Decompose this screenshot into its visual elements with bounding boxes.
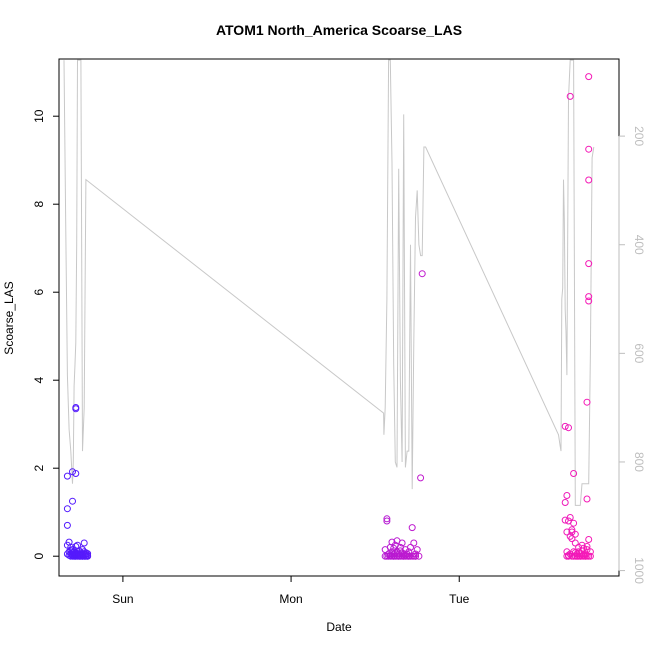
data-point — [575, 548, 583, 556]
data-point — [566, 92, 574, 100]
y-axis: 0 2 4 6 8 10 — [32, 109, 59, 560]
y-axis-label: Scoarse_LAS — [2, 281, 16, 354]
data-point — [586, 548, 594, 556]
data-point — [568, 535, 576, 543]
data-point — [568, 526, 576, 534]
data-point — [585, 145, 593, 153]
data-point — [77, 552, 85, 560]
data-point — [84, 550, 92, 558]
y-tick-label: 2 — [32, 465, 46, 472]
data-point — [571, 539, 579, 547]
x-tick-label: Mon — [279, 592, 302, 606]
data-point — [407, 543, 414, 551]
data-point — [84, 552, 92, 560]
plot-frame — [58, 58, 620, 577]
data-point — [72, 470, 80, 477]
data-point — [405, 548, 413, 556]
data-point — [583, 398, 591, 406]
data-point — [63, 505, 71, 513]
data-point — [565, 424, 572, 432]
data-point — [69, 497, 76, 505]
data-point — [418, 270, 426, 278]
data-point — [585, 176, 593, 184]
data-point — [72, 404, 80, 411]
plot-area — [63, 59, 595, 560]
data-point — [412, 552, 419, 560]
y2-tick-label: 800 — [632, 452, 646, 472]
data-point — [383, 515, 391, 523]
data-point — [393, 548, 401, 556]
data-point — [586, 552, 594, 560]
data-point — [63, 521, 71, 529]
data-point — [398, 539, 406, 547]
data-point — [74, 541, 81, 549]
data-point — [561, 499, 569, 506]
data-point — [408, 524, 416, 532]
data-point — [583, 543, 591, 550]
data-point — [80, 539, 88, 547]
data-point — [585, 293, 593, 301]
data-point — [583, 495, 591, 503]
y2-tick-label: 400 — [632, 235, 646, 255]
data-point — [388, 548, 396, 556]
data-point — [570, 470, 578, 477]
data-point — [413, 546, 421, 554]
x-axis: Sun Mon Tue — [112, 575, 470, 606]
data-point — [74, 550, 81, 558]
data-point — [563, 492, 571, 499]
data-point — [585, 73, 593, 81]
data-point — [585, 536, 593, 543]
data-point — [585, 297, 593, 305]
data-point — [566, 514, 574, 521]
data-point — [565, 552, 572, 560]
x-tick-label: Sun — [112, 592, 133, 606]
data-point — [69, 468, 76, 476]
data-point — [561, 422, 569, 430]
data-point — [383, 517, 391, 525]
y-tick-label: 6 — [32, 289, 46, 296]
data-point — [570, 519, 578, 527]
data-point — [410, 539, 418, 547]
y-tick-label: 10 — [32, 109, 46, 123]
data-point — [63, 472, 71, 480]
y2-tick-label: 1000 — [632, 557, 646, 584]
line-series-0 — [63, 59, 595, 506]
y-tick-label: 0 — [32, 553, 46, 560]
y2-tick-label: 200 — [632, 126, 646, 146]
secondary-y-axis: 200 400 600 800 1000 — [618, 126, 646, 584]
x-axis-label: Date — [326, 620, 352, 634]
x-tick-label: Tue — [449, 592, 470, 606]
y-tick-label: 4 — [32, 377, 46, 384]
chart-title: ATOM1 North_America Scoarse_LAS — [216, 22, 462, 38]
data-point — [415, 552, 423, 560]
data-point — [585, 260, 593, 268]
y-tick-label: 8 — [32, 201, 46, 208]
y2-tick-label: 600 — [632, 343, 646, 363]
data-point — [417, 474, 425, 482]
data-point — [571, 530, 579, 538]
